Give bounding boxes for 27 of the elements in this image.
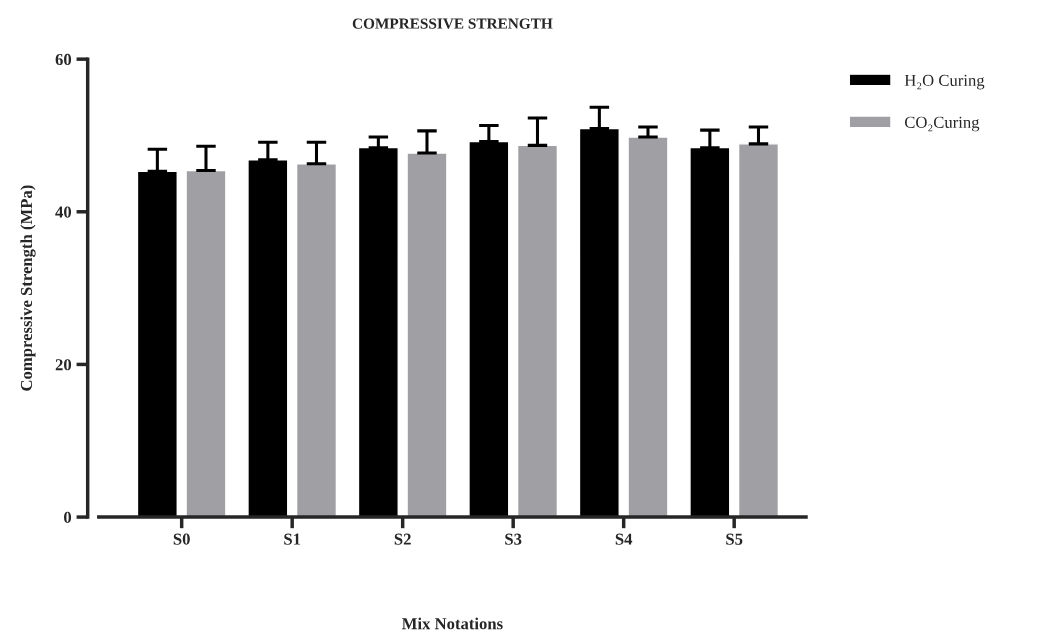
x-tick-label: S2 [394, 533, 411, 545]
x-tick-label: S4 [615, 533, 633, 545]
bar [185, 169, 227, 518]
legend-label: H₂O Curing [904, 74, 985, 90]
bar [578, 127, 620, 518]
y-tick-label: 60 [55, 53, 72, 66]
bar [136, 170, 178, 518]
bar [627, 136, 669, 518]
y-tick-label: 0 [64, 511, 72, 524]
y-axis-title: Compressive Strength (MPa) [20, 185, 36, 391]
bar [689, 146, 731, 518]
x-axis-title: Mix Notations [401, 617, 503, 630]
bar [295, 163, 338, 518]
x-tick-label: S3 [505, 533, 522, 545]
bar [247, 159, 289, 518]
y-tick-label: 40 [55, 206, 72, 218]
bar [357, 146, 399, 518]
x-tick-label: S1 [284, 533, 301, 545]
legend-label: CO₂Curing [904, 116, 980, 132]
y-tick-label: 20 [55, 359, 72, 371]
chart-title: COMPRESSIVE STRENGTH [352, 18, 553, 29]
bar [516, 144, 559, 518]
bar [406, 152, 448, 518]
x-tick-label: S5 [726, 533, 743, 545]
bar [468, 140, 510, 518]
bar [737, 143, 780, 518]
x-tick-label: S0 [173, 533, 190, 545]
